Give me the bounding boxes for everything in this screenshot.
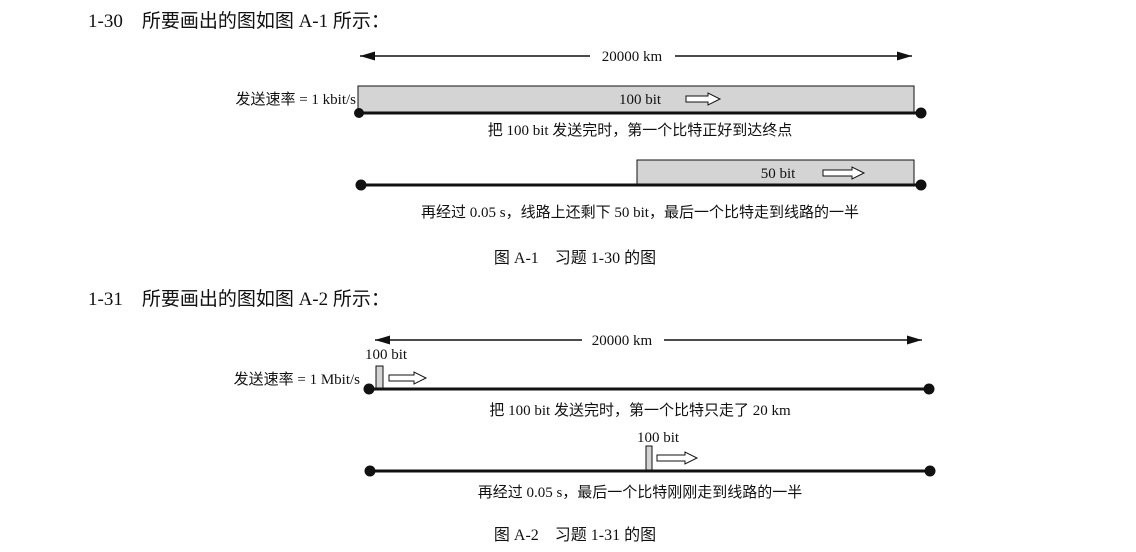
direction-arrow-icon <box>656 451 699 465</box>
rate-label: 发送速率 = 1 kbit/s <box>235 91 356 108</box>
bits-label: 100 bit <box>637 430 680 446</box>
endpoint-dot <box>363 383 375 395</box>
caption: 再经过 0.05 s，最后一个比特刚刚走到线路的一半 <box>478 484 803 501</box>
endpoint-dot <box>354 108 364 118</box>
bits-label: 50 bit <box>761 166 796 182</box>
endpoint-dot <box>924 465 936 477</box>
endpoint-dot <box>923 383 935 395</box>
problem-1-31-intro: 1-31 所要画出的图如图 A-2 所示： <box>88 288 390 310</box>
direction-arrow-icon <box>685 92 722 106</box>
problem-1-30-intro: 1-30 所要画出的图如图 A-1 所示： <box>88 10 390 32</box>
rate-label: 发送速率 = 1 Mbit/s <box>234 371 361 388</box>
bit-block-50 <box>636 159 915 186</box>
distance-label: 20000 km <box>592 333 653 349</box>
bits-label: 100 bit <box>365 347 408 363</box>
endpoint-dot <box>915 179 927 191</box>
caption: 把 100 bit 发送完时，第一个比特只走了 20 km <box>489 401 791 419</box>
bits-label: 100 bit <box>619 92 662 108</box>
bit-block-100 <box>375 365 384 390</box>
caption: 再经过 0.05 s，线路上还剩下 50 bit，最后一个比特走到线路的一半 <box>421 204 859 221</box>
endpoint-dot <box>364 465 376 477</box>
distance-label: 20000 km <box>602 49 663 65</box>
bit-block-100 <box>645 445 653 472</box>
caption: 把 100 bit 发送完时，第一个比特正好到达终点 <box>488 121 793 139</box>
figure-caption: 图 A-1 习题 1-30 的图 <box>494 249 656 267</box>
direction-arrow-icon <box>822 166 866 180</box>
endpoint-dot <box>355 179 367 191</box>
figure-caption: 图 A-2 习题 1-31 的图 <box>494 526 656 544</box>
bit-block-100 <box>357 85 915 113</box>
endpoint-dot <box>915 107 927 119</box>
direction-arrow-icon <box>388 371 428 385</box>
